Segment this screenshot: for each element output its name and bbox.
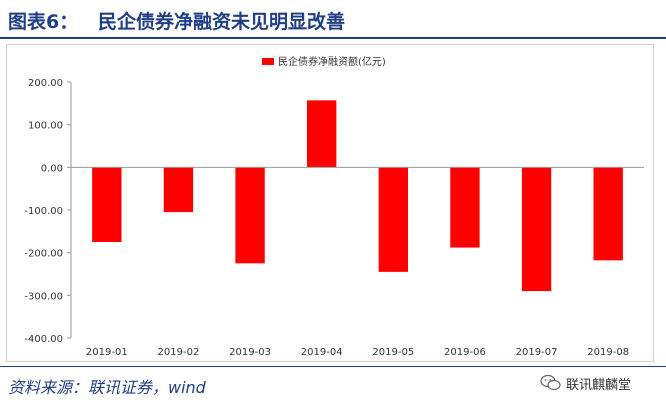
x-tick-label: 2019-02 bbox=[158, 347, 200, 358]
bar-2019-01 bbox=[92, 167, 122, 242]
chart-title: 民企债券净融资未见明显改善 bbox=[98, 11, 346, 33]
bar-2019-04 bbox=[307, 100, 337, 168]
source-note: 资料来源：联讯证券，wind bbox=[8, 378, 206, 397]
y-tick-label: -100.00 bbox=[24, 206, 63, 217]
bar-2019-07 bbox=[521, 167, 552, 292]
legend-swatch bbox=[262, 58, 274, 65]
bar-2019-02 bbox=[163, 167, 194, 213]
legend: 民企债券净融资额(亿元) bbox=[262, 55, 386, 68]
x-tick-label: 2019-03 bbox=[229, 347, 271, 358]
chart-frame bbox=[6, 44, 654, 362]
bar-2019-06 bbox=[450, 167, 480, 248]
y-tick-label: 100.00 bbox=[28, 121, 63, 132]
watermark-text: 联讯麒麟堂 bbox=[566, 377, 632, 393]
bar-chart: 民企债券净融资额(亿元) 200.00 100.00 0.00 -100.00 -200… bbox=[24, 55, 644, 358]
source-rule bbox=[0, 366, 666, 367]
bar-2019-03 bbox=[235, 167, 265, 264]
x-tick-label: 2019-06 bbox=[444, 347, 486, 358]
bar-2019-05 bbox=[378, 167, 408, 272]
bar-2019-08 bbox=[593, 167, 623, 261]
x-tick-label: 2019-04 bbox=[301, 347, 343, 358]
figure-label: 图表6： bbox=[8, 11, 79, 33]
y-tick-label: -200.00 bbox=[24, 249, 63, 260]
legend-label: 民企债券净融资额(亿元) bbox=[278, 55, 386, 68]
title-rule bbox=[0, 37, 666, 39]
y-tick-label: -400.00 bbox=[24, 334, 63, 345]
x-tick-label: 2019-01 bbox=[86, 347, 128, 358]
title-bar: 图表6： 民企债券净融资未见明显改善 bbox=[0, 0, 666, 39]
x-tick-label: 2019-08 bbox=[587, 347, 629, 358]
y-tick-label: -300.00 bbox=[24, 291, 63, 302]
bars bbox=[92, 100, 623, 292]
watermark: 联讯麒麟堂 bbox=[540, 372, 631, 394]
y-tick-label: 200.00 bbox=[28, 78, 63, 89]
y-tick-label: 0.00 bbox=[41, 163, 63, 174]
y-axis-ticks: 200.00 100.00 0.00 -100.00 -200.00 -300.00 -40… bbox=[24, 78, 71, 345]
x-tick-label: 2019-07 bbox=[516, 347, 558, 358]
x-tick-label: 2019-05 bbox=[372, 347, 414, 358]
x-axis-ticks: 2019-01 2019-02 2019-03 2019-04 2019-05 2019-… bbox=[86, 347, 629, 358]
wechat-icon bbox=[540, 374, 561, 391]
